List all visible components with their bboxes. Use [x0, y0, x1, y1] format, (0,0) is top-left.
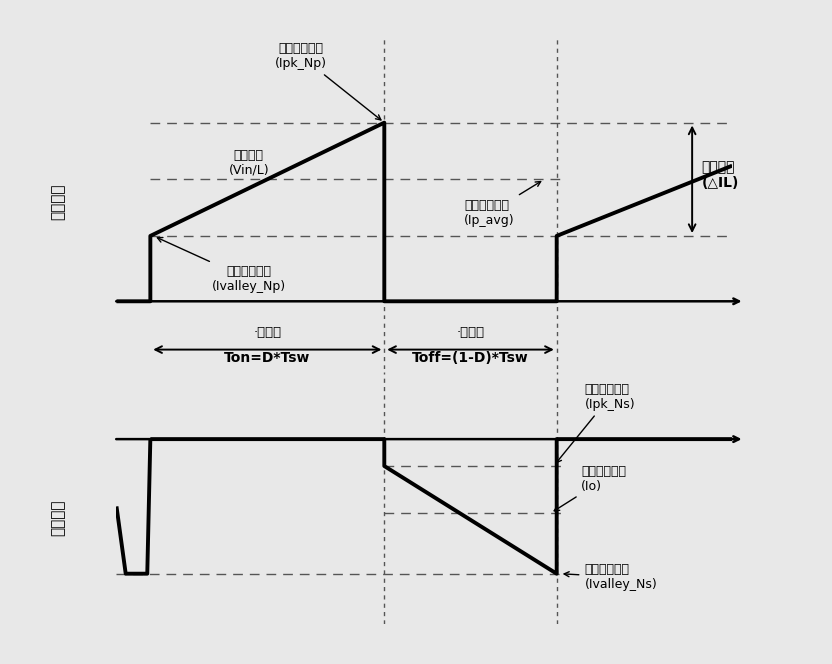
Text: 副边电流: 副边电流 — [51, 500, 66, 537]
Text: ·段时间: ·段时间 — [457, 326, 484, 339]
Text: Ton=D*Tsw: Ton=D*Tsw — [224, 351, 310, 365]
Text: 原边电流: 原边电流 — [51, 183, 66, 220]
Text: ·通时间: ·通时间 — [253, 326, 281, 339]
Text: 原边谷底电流
(Ivalley_Np): 原边谷底电流 (Ivalley_Np) — [157, 238, 286, 293]
Text: 副边谷底电流
(Ivalley_Ns): 副边谷底电流 (Ivalley_Ns) — [564, 563, 657, 591]
Text: 副边峰值电流
(Ipk_Ns): 副边峰值电流 (Ipk_Ns) — [557, 383, 635, 463]
Text: 原边峰值电流
(Ipk_Np): 原边峰值电流 (Ipk_Np) — [275, 42, 381, 120]
Text: 原边平均电流
(Ip_avg): 原边平均电流 (Ip_avg) — [464, 181, 541, 227]
Text: 电流斜率
(Vin/L): 电流斜率 (Vin/L) — [229, 149, 270, 177]
Text: 电流纹波
(△IL): 电流纹波 (△IL) — [701, 160, 739, 190]
Text: 输出平均电流
(Io): 输出平均电流 (Io) — [554, 465, 626, 511]
Text: Toff=(1-D)*Tsw: Toff=(1-D)*Tsw — [412, 351, 529, 365]
